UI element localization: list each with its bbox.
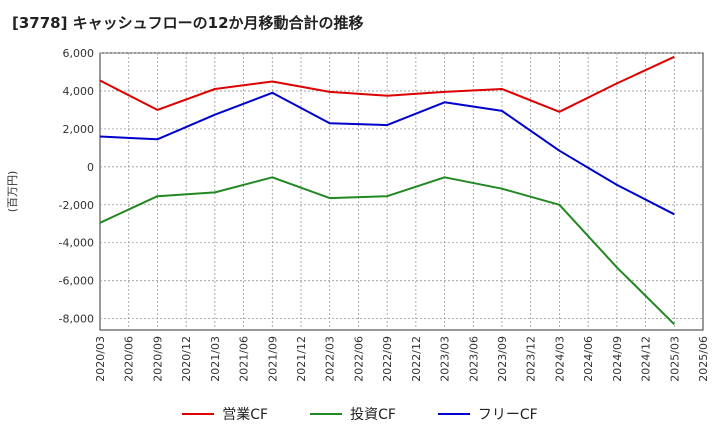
legend-item-operating: 営業CF — [182, 404, 268, 424]
y-tick-label: 0 — [87, 161, 94, 174]
legend-swatch-operating — [182, 413, 215, 415]
legend-label-free: フリーCF — [477, 407, 538, 423]
x-tick-label: 2023/03 — [439, 336, 452, 382]
y-tick-label: -6,000 — [59, 275, 94, 288]
x-tick-label: 2021/03 — [209, 336, 222, 382]
x-tick-label: 2025/06 — [697, 336, 710, 382]
y-tick-label: -4,000 — [59, 237, 94, 250]
x-tick-label: 2021/12 — [295, 336, 308, 382]
legend-swatch-free — [437, 413, 470, 415]
x-tick-label: 2024/12 — [640, 336, 653, 382]
x-tick-label: 2024/06 — [582, 336, 595, 382]
x-tick-label: 2020/09 — [151, 336, 164, 382]
x-tick-label: 2021/06 — [238, 336, 251, 382]
x-tick-label: 2023/06 — [467, 336, 480, 382]
x-tick-label: 2023/12 — [525, 336, 538, 382]
y-axis-label: (百万円) — [6, 171, 19, 213]
y-tick-label: -8,000 — [59, 313, 94, 326]
legend-label-investing: 投資CF — [350, 407, 396, 423]
legend-item-investing: 投資CF — [310, 404, 396, 424]
x-tick-label: 2022/06 — [352, 336, 365, 382]
legend-item-free: フリーCF — [437, 404, 538, 424]
x-tick-label: 2020/06 — [123, 336, 136, 382]
y-tick-label: 2,000 — [63, 123, 95, 136]
y-tick-label: 6,000 — [63, 47, 95, 60]
series-line-1 — [99, 176, 676, 326]
x-tick-label: 2022/12 — [410, 336, 423, 382]
legend-label-operating: 営業CF — [222, 407, 269, 423]
x-tick-label: 2021/09 — [266, 336, 279, 382]
legend-swatch-investing — [310, 413, 343, 415]
x-tick-label: 2023/09 — [496, 336, 509, 382]
x-tick-label: 2024/03 — [553, 336, 566, 382]
series-line-0 — [99, 55, 675, 113]
y-tick-label: -2,000 — [59, 199, 94, 212]
chart-title: [3778] キャッシュフローの12か月移動合計の推移 — [12, 14, 364, 32]
x-tick-label: 2022/03 — [324, 336, 337, 382]
x-tick-label: 2020/03 — [94, 336, 107, 382]
x-tick-label: 2025/03 — [668, 336, 681, 382]
series-line-2 — [99, 91, 675, 216]
y-tick-label: 4,000 — [63, 85, 95, 98]
legend: 営業CF 投資CF フリーCF — [0, 404, 720, 424]
x-tick-label: 2022/09 — [381, 336, 394, 382]
x-tick-label: 2024/09 — [611, 336, 624, 382]
x-tick-label: 2020/12 — [180, 336, 193, 382]
